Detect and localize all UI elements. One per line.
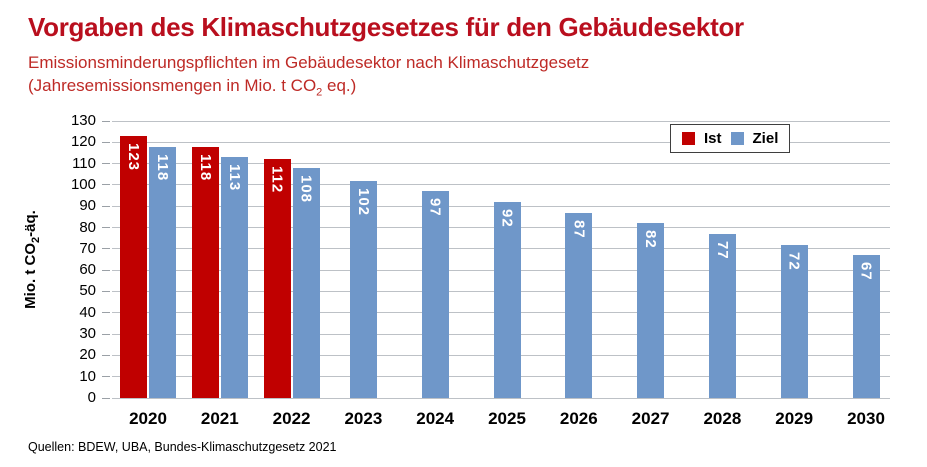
y-tick-mark: [102, 333, 110, 335]
y-axis-tick-label: 130: [70, 112, 96, 129]
bar-ziel-2020: 118: [149, 146, 176, 398]
x-axis-label: 2021: [200, 409, 239, 428]
y-tick-mark: [102, 290, 110, 292]
bar-ziel-2026: 87: [565, 212, 593, 398]
y-axis-tick-label: 110: [72, 154, 96, 172]
y-tick-mark: [102, 248, 110, 250]
bar-value-label: 118: [196, 153, 214, 181]
y-axis-tick-label: 0: [87, 389, 96, 406]
bar-value-label: 77: [713, 240, 731, 260]
chart-subtitle-note: (Jahresemissionsmengen in Mio. t CO2 eq.…: [28, 76, 356, 98]
y-axis-tick-label: 80: [79, 218, 96, 236]
bar-value-label: 108: [297, 174, 315, 203]
legend-label-ist: Ist: [704, 130, 722, 147]
gridline: [112, 120, 890, 122]
x-axis-label: 2023: [344, 409, 383, 428]
legend: Ist Ziel: [670, 124, 791, 153]
y-axis-labels: 0 10 20 30 40 50 60 70 80 90 100 110 120 130: [0, 112, 96, 406]
bar-value-label: 87: [570, 219, 588, 239]
bar-ist-2021: 118: [191, 146, 219, 398]
source-note: Quellen: BDEW, UBA, Bundes-Klimaschutzge…: [28, 440, 337, 454]
y-tick-mark: [102, 376, 110, 378]
y-axis-tick-label: 50: [79, 282, 96, 300]
y-axis-tick-label: 60: [79, 261, 96, 279]
bar-ziel-2023: 102: [349, 180, 377, 398]
x-axis-label: 2020: [129, 409, 167, 428]
bar-value-label: 82: [642, 230, 660, 249]
y-axis-tick-label: 90: [79, 197, 96, 215]
gridline: [112, 141, 890, 143]
x-axis-label: 2029: [775, 409, 814, 428]
bar-value-label: 123: [125, 142, 142, 171]
y-tick-mark: [102, 354, 110, 356]
y-tick-mark: [102, 205, 110, 207]
y-axis-tick-label: 10: [79, 367, 96, 385]
x-axis-label: 2025: [488, 409, 526, 428]
bar-ist-2020: 123: [120, 135, 147, 398]
x-axis-label: 2027: [631, 409, 670, 428]
y-axis-tick-label: 100: [70, 175, 96, 193]
bar-value-label: 113: [225, 164, 243, 192]
subtitle-note-pre: (Jahresemissionsmengen in Mio. t CO: [28, 76, 317, 95]
bar-value-label: 72: [785, 251, 803, 271]
x-axis-label: 2024: [416, 409, 455, 428]
chart-subtitle: Emissionsminderungspflichten im Gebäudes…: [28, 53, 590, 72]
bar-ziel-2022: 108: [292, 167, 320, 398]
gridline: [112, 397, 890, 399]
x-axis-label: 2028: [703, 409, 742, 428]
bar-value-label: 67: [857, 262, 875, 281]
bar-ziel-2030: 67: [852, 255, 880, 398]
subtitle-note-post: eq.): [322, 76, 357, 95]
y-tick-mark: [102, 184, 110, 186]
y-axis-tick-label: 20: [79, 346, 96, 364]
subtitle-note-subscript: 2: [316, 86, 323, 99]
chart-title: Vorgaben des Klimaschutzgesetzes für den…: [28, 12, 744, 42]
legend-swatch-ist: [682, 132, 695, 145]
x-axis-label: 2022: [272, 409, 311, 428]
y-axis-tick-label: 30: [79, 325, 96, 343]
bar-ist-2022: 112: [263, 159, 291, 398]
gridline: [112, 163, 890, 165]
bar-value-label: 102: [354, 187, 372, 216]
y-axis-tick-label: 120: [70, 133, 96, 151]
y-axis-tick-label: 40: [79, 303, 96, 321]
bar-value-label: 112: [268, 166, 286, 194]
bar-ziel-2024: 97: [421, 191, 449, 398]
gridline: [112, 184, 890, 186]
legend-swatch-ziel: [730, 132, 744, 145]
bar-ziel-2028: 77: [708, 233, 736, 398]
bar-ziel-2021: 113: [220, 157, 248, 398]
x-axis-label: 2026: [559, 409, 598, 428]
bar-ziel-2027: 82: [637, 223, 665, 398]
bar-ziel-2029: 72: [780, 244, 808, 398]
y-tick-mark: [102, 120, 110, 122]
y-tick-mark: [102, 397, 110, 399]
y-tick-mark: [102, 269, 110, 271]
bar-value-label: 92: [498, 208, 516, 228]
y-tick-mark: [102, 312, 110, 314]
y-tick-mark: [102, 141, 110, 143]
bar-value-label: 118: [154, 153, 171, 181]
x-axis-label: 2030: [847, 409, 885, 428]
bar-ziel-2025: 92: [493, 201, 521, 398]
legend-label-ziel: Ziel: [752, 130, 779, 147]
y-tick-mark: [102, 227, 110, 229]
plot-area: Ist Ziel 2020 123 118 2021 118 113 2022 112 108 2…: [102, 120, 890, 428]
y-axis-tick-label: 70: [79, 239, 96, 257]
y-tick-mark: [102, 163, 110, 165]
bar-value-label: 97: [426, 198, 444, 217]
